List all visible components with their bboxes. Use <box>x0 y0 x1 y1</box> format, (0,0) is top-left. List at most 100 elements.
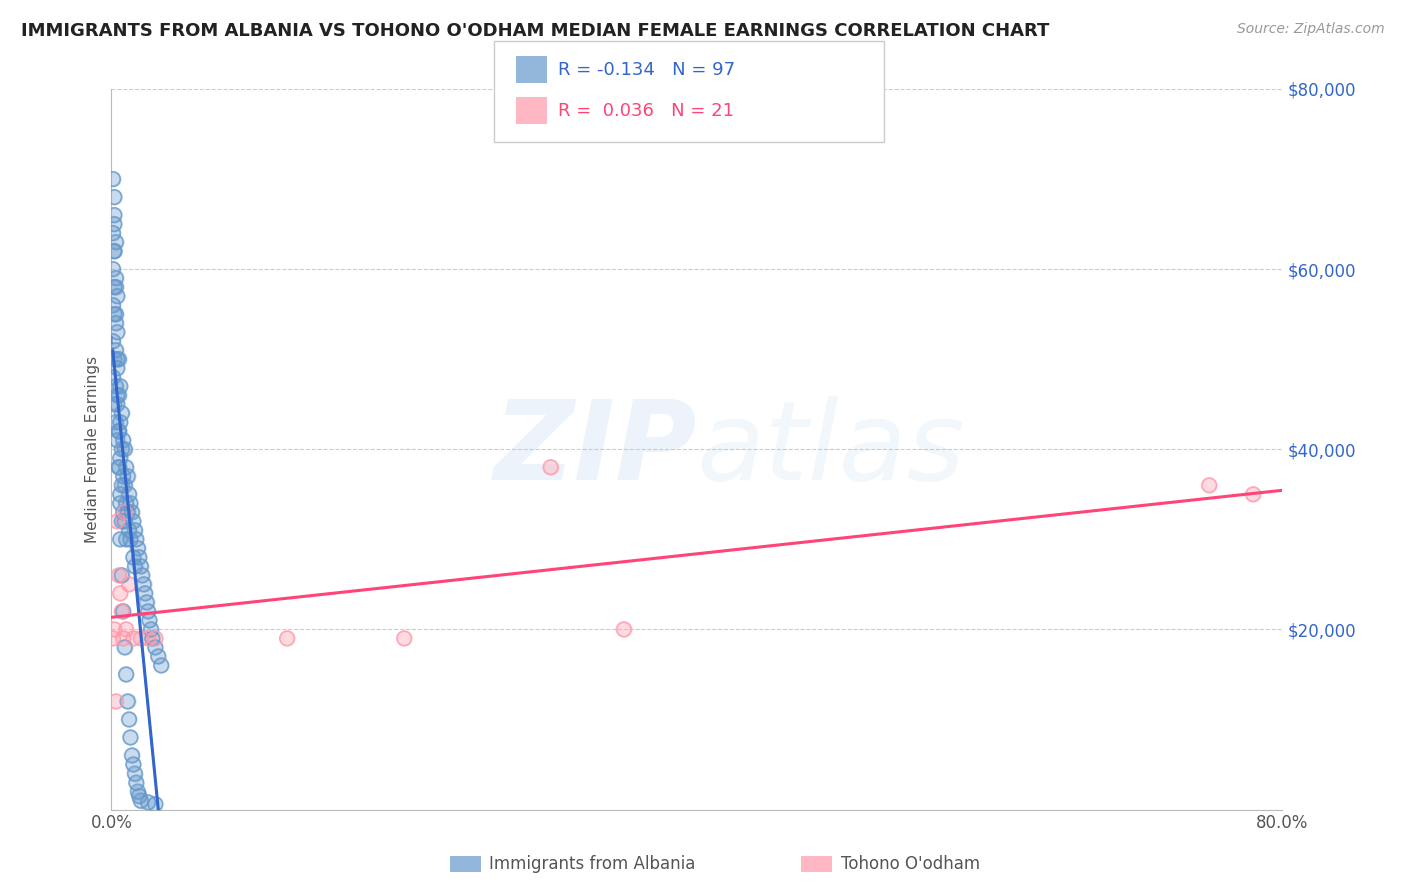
Point <box>108 496 131 510</box>
Point <box>1198 478 1220 492</box>
Point <box>148 649 170 664</box>
Point <box>103 244 125 258</box>
Point <box>111 604 134 618</box>
Point <box>104 316 127 330</box>
Point <box>103 397 125 411</box>
Point <box>114 514 136 528</box>
Point <box>107 352 129 367</box>
Point <box>131 568 153 582</box>
Point <box>127 784 149 798</box>
Point <box>118 713 141 727</box>
Point <box>101 370 124 384</box>
Point <box>134 586 156 600</box>
Point <box>101 298 124 312</box>
Point <box>107 568 129 582</box>
Point <box>120 533 142 547</box>
Point <box>120 496 142 510</box>
Point <box>101 632 124 646</box>
Point <box>114 442 136 457</box>
Point <box>103 244 125 258</box>
Point <box>143 640 166 655</box>
Point <box>112 632 135 646</box>
Point <box>115 460 138 475</box>
Point <box>1241 487 1264 501</box>
Point <box>128 550 150 565</box>
Point <box>112 604 135 618</box>
Point <box>118 487 141 501</box>
Point <box>103 244 125 258</box>
Point <box>125 533 148 547</box>
Point <box>114 478 136 492</box>
Point <box>121 748 143 763</box>
Point <box>540 460 562 475</box>
Point <box>128 789 150 803</box>
Point <box>143 632 166 646</box>
Point <box>125 775 148 789</box>
Point <box>103 190 125 204</box>
Point <box>103 307 125 321</box>
Point <box>104 316 127 330</box>
Point <box>115 667 138 681</box>
Point <box>392 632 415 646</box>
Text: Tohono O'odham: Tohono O'odham <box>841 855 980 873</box>
Point <box>118 577 141 591</box>
Point <box>101 334 124 348</box>
Point <box>104 694 127 708</box>
Point <box>118 523 141 537</box>
Point <box>108 533 131 547</box>
Point <box>122 757 145 772</box>
Point <box>103 208 125 222</box>
Point <box>115 667 138 681</box>
Point <box>101 298 124 312</box>
Point <box>114 640 136 655</box>
Point <box>115 496 138 510</box>
Point <box>111 478 134 492</box>
Point <box>122 632 145 646</box>
Point <box>105 514 128 528</box>
Point <box>141 632 163 646</box>
Point <box>122 514 145 528</box>
Point <box>127 541 149 556</box>
Point <box>101 226 124 240</box>
Point <box>111 568 134 582</box>
Point <box>101 262 124 277</box>
Point <box>112 434 135 448</box>
Point <box>105 434 128 448</box>
Point <box>111 406 134 420</box>
Point <box>125 775 148 789</box>
Point <box>124 766 146 780</box>
Point <box>276 632 298 646</box>
Point <box>108 415 131 429</box>
Point <box>129 793 152 807</box>
Point <box>115 460 138 475</box>
Point <box>141 632 163 646</box>
Point <box>120 496 142 510</box>
Point <box>101 172 124 186</box>
Point <box>129 632 152 646</box>
Point <box>112 505 135 519</box>
Point <box>129 793 152 807</box>
Point <box>139 623 162 637</box>
Point <box>104 343 127 358</box>
Point <box>124 766 146 780</box>
Point <box>117 505 139 519</box>
Point <box>103 280 125 294</box>
Point <box>150 658 173 673</box>
Point <box>132 577 155 591</box>
Point <box>104 271 127 285</box>
Point <box>111 442 134 457</box>
Point <box>114 640 136 655</box>
Point <box>111 604 134 618</box>
Point <box>134 586 156 600</box>
Point <box>117 694 139 708</box>
Point <box>111 514 134 528</box>
Point <box>104 280 127 294</box>
Text: R =  0.036   N = 21: R = 0.036 N = 21 <box>558 102 734 120</box>
Point <box>108 487 131 501</box>
Point <box>101 370 124 384</box>
Point <box>115 623 138 637</box>
Point <box>104 307 127 321</box>
Point <box>104 280 127 294</box>
Point <box>121 748 143 763</box>
Point <box>108 451 131 466</box>
